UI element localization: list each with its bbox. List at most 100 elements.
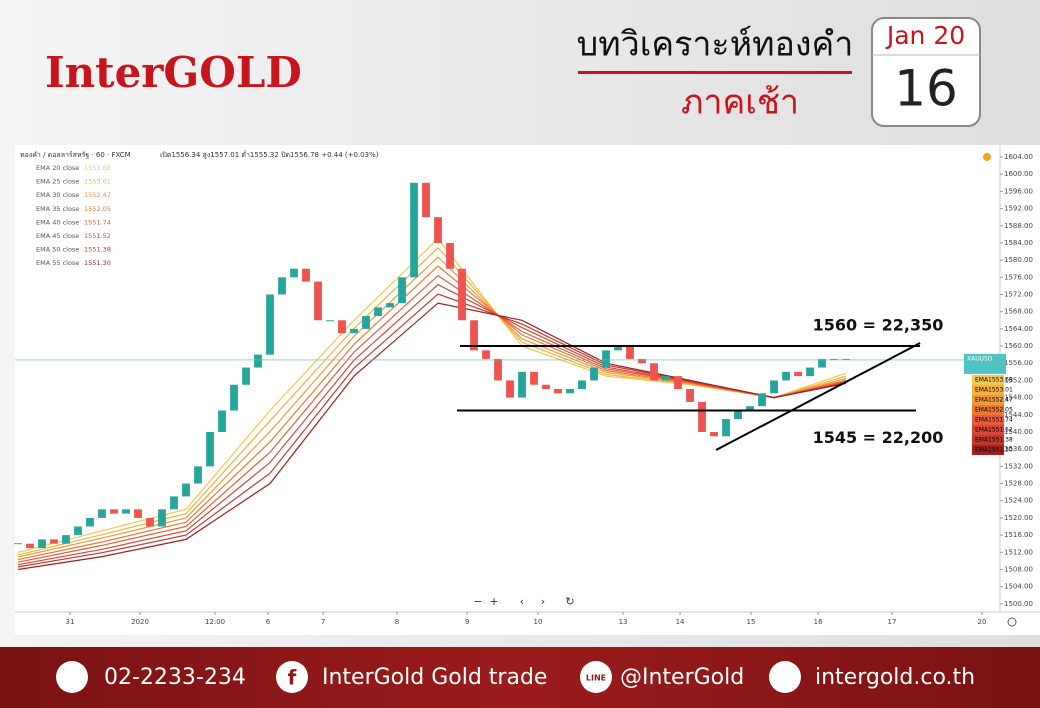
last-timer: 24:38 [1006, 365, 1025, 373]
y-tick-label: 1568.00 [1004, 308, 1033, 316]
y-tick-label: 1520.00 [1004, 514, 1033, 522]
ema-tag-name: EMA [975, 407, 989, 414]
legend-name: EMA 30 close [36, 191, 79, 199]
candle [98, 509, 106, 518]
candle [758, 393, 766, 407]
candle [434, 217, 442, 243]
candle [302, 268, 310, 282]
line-icon [580, 661, 612, 693]
x-tick-label: 7 [321, 618, 325, 626]
candle [650, 363, 658, 381]
calendar [871, 17, 981, 127]
title: บทวิเคราะห์ทองคำ [577, 25, 854, 65]
settings-icon[interactable] [1007, 617, 1017, 627]
y-tick-label: 1544.00 [1004, 411, 1033, 419]
candle [158, 509, 166, 527]
y-tick-label: 1500.00 [1004, 600, 1033, 608]
x-tick-label: 15 [747, 618, 756, 626]
candle [74, 526, 82, 536]
candle [134, 509, 142, 518]
level-label: 1560 = 22,350 [813, 316, 944, 335]
candle [50, 539, 58, 544]
candle [374, 307, 382, 316]
facebook: InterGold Gold trade [322, 665, 547, 690]
candle [590, 367, 598, 381]
candle [662, 376, 670, 381]
x-tick-label: 16 [814, 618, 823, 626]
zoom-in[interactable]: + [489, 595, 498, 608]
candle [806, 367, 814, 377]
candle [446, 242, 454, 269]
y-tick-label: 1588.00 [1004, 222, 1033, 230]
reset[interactable]: ↻ [565, 595, 574, 608]
y-tick-label: 1552.00 [1004, 376, 1033, 384]
candle [230, 384, 238, 411]
candle [266, 294, 274, 355]
legend-value: 1551.52 [84, 232, 111, 240]
candle [410, 182, 418, 278]
line-id: @InterGold [620, 665, 744, 690]
y-tick-label: 1556.00 [1004, 359, 1033, 367]
candle [470, 320, 478, 351]
candle [122, 509, 130, 514]
candle [62, 535, 70, 544]
y-tick-label: 1572.00 [1004, 291, 1033, 299]
ema-tag-value: 1552.05 [988, 407, 1013, 414]
legend-name: EMA 35 close [36, 205, 79, 213]
candle [686, 389, 694, 402]
ema-tag-value: 1551.30 [988, 447, 1013, 454]
legend-name: EMA 25 close [36, 178, 79, 186]
candle [542, 384, 550, 390]
candle [86, 517, 94, 527]
candle [278, 277, 286, 295]
legend-name: EMA 50 close [36, 246, 79, 254]
last-symbol: XAUUSD [967, 355, 993, 362]
y-tick-label: 1512.00 [1004, 548, 1033, 556]
candle [494, 358, 502, 381]
candle [842, 358, 850, 360]
ema-tag-value: 1553.01 [988, 387, 1013, 394]
ema-tag [972, 415, 1004, 425]
x-tick-label: 13 [619, 618, 628, 626]
y-tick-label: 1540.00 [1004, 428, 1033, 436]
legend-name: EMA 45 close [36, 232, 79, 240]
y-tick-label: 1584.00 [1004, 239, 1033, 247]
candle [518, 371, 526, 398]
zoom-out[interactable]: − [473, 595, 482, 608]
x-tick-label: 14 [676, 618, 685, 626]
footer [0, 647, 1040, 708]
candle [638, 358, 646, 364]
scroll-right[interactable]: › [541, 595, 545, 608]
chart-toolbar: − + ‹ › ↻ [473, 595, 574, 608]
facebook-icon [276, 661, 308, 693]
candle [830, 358, 838, 360]
facebook-glyph: f [288, 666, 297, 690]
y-tick-label: 1536.00 [1004, 445, 1033, 453]
x-tick-label: 6 [266, 618, 271, 626]
candle [182, 483, 190, 497]
y-tick-label: 1548.00 [1004, 394, 1033, 402]
ema-tag-name: EMA [975, 397, 989, 404]
candle [26, 543, 34, 548]
calendar-month: Jan 20 [885, 21, 965, 50]
y-tick-label: 1592.00 [1004, 205, 1033, 213]
candle [746, 406, 754, 411]
subtitle: ภาคเช้า [681, 83, 799, 123]
candle [170, 496, 178, 510]
x-tick-label: 12:00 [205, 618, 225, 626]
ema-tag-name: EMA [975, 427, 989, 434]
scroll-left[interactable]: ‹ [520, 595, 524, 608]
candle [386, 303, 394, 308]
candle [338, 320, 346, 334]
chart-panel [15, 145, 1040, 635]
ema-tag-value: 1553.68 [988, 377, 1013, 384]
candle [290, 268, 298, 278]
candle [398, 277, 406, 304]
ema-tag [972, 445, 1004, 455]
ema-tag [972, 375, 1004, 385]
candle [530, 371, 538, 385]
candle [254, 354, 262, 368]
legend-name: EMA 55 close [36, 259, 79, 267]
y-tick-label: 1504.00 [1004, 583, 1033, 591]
